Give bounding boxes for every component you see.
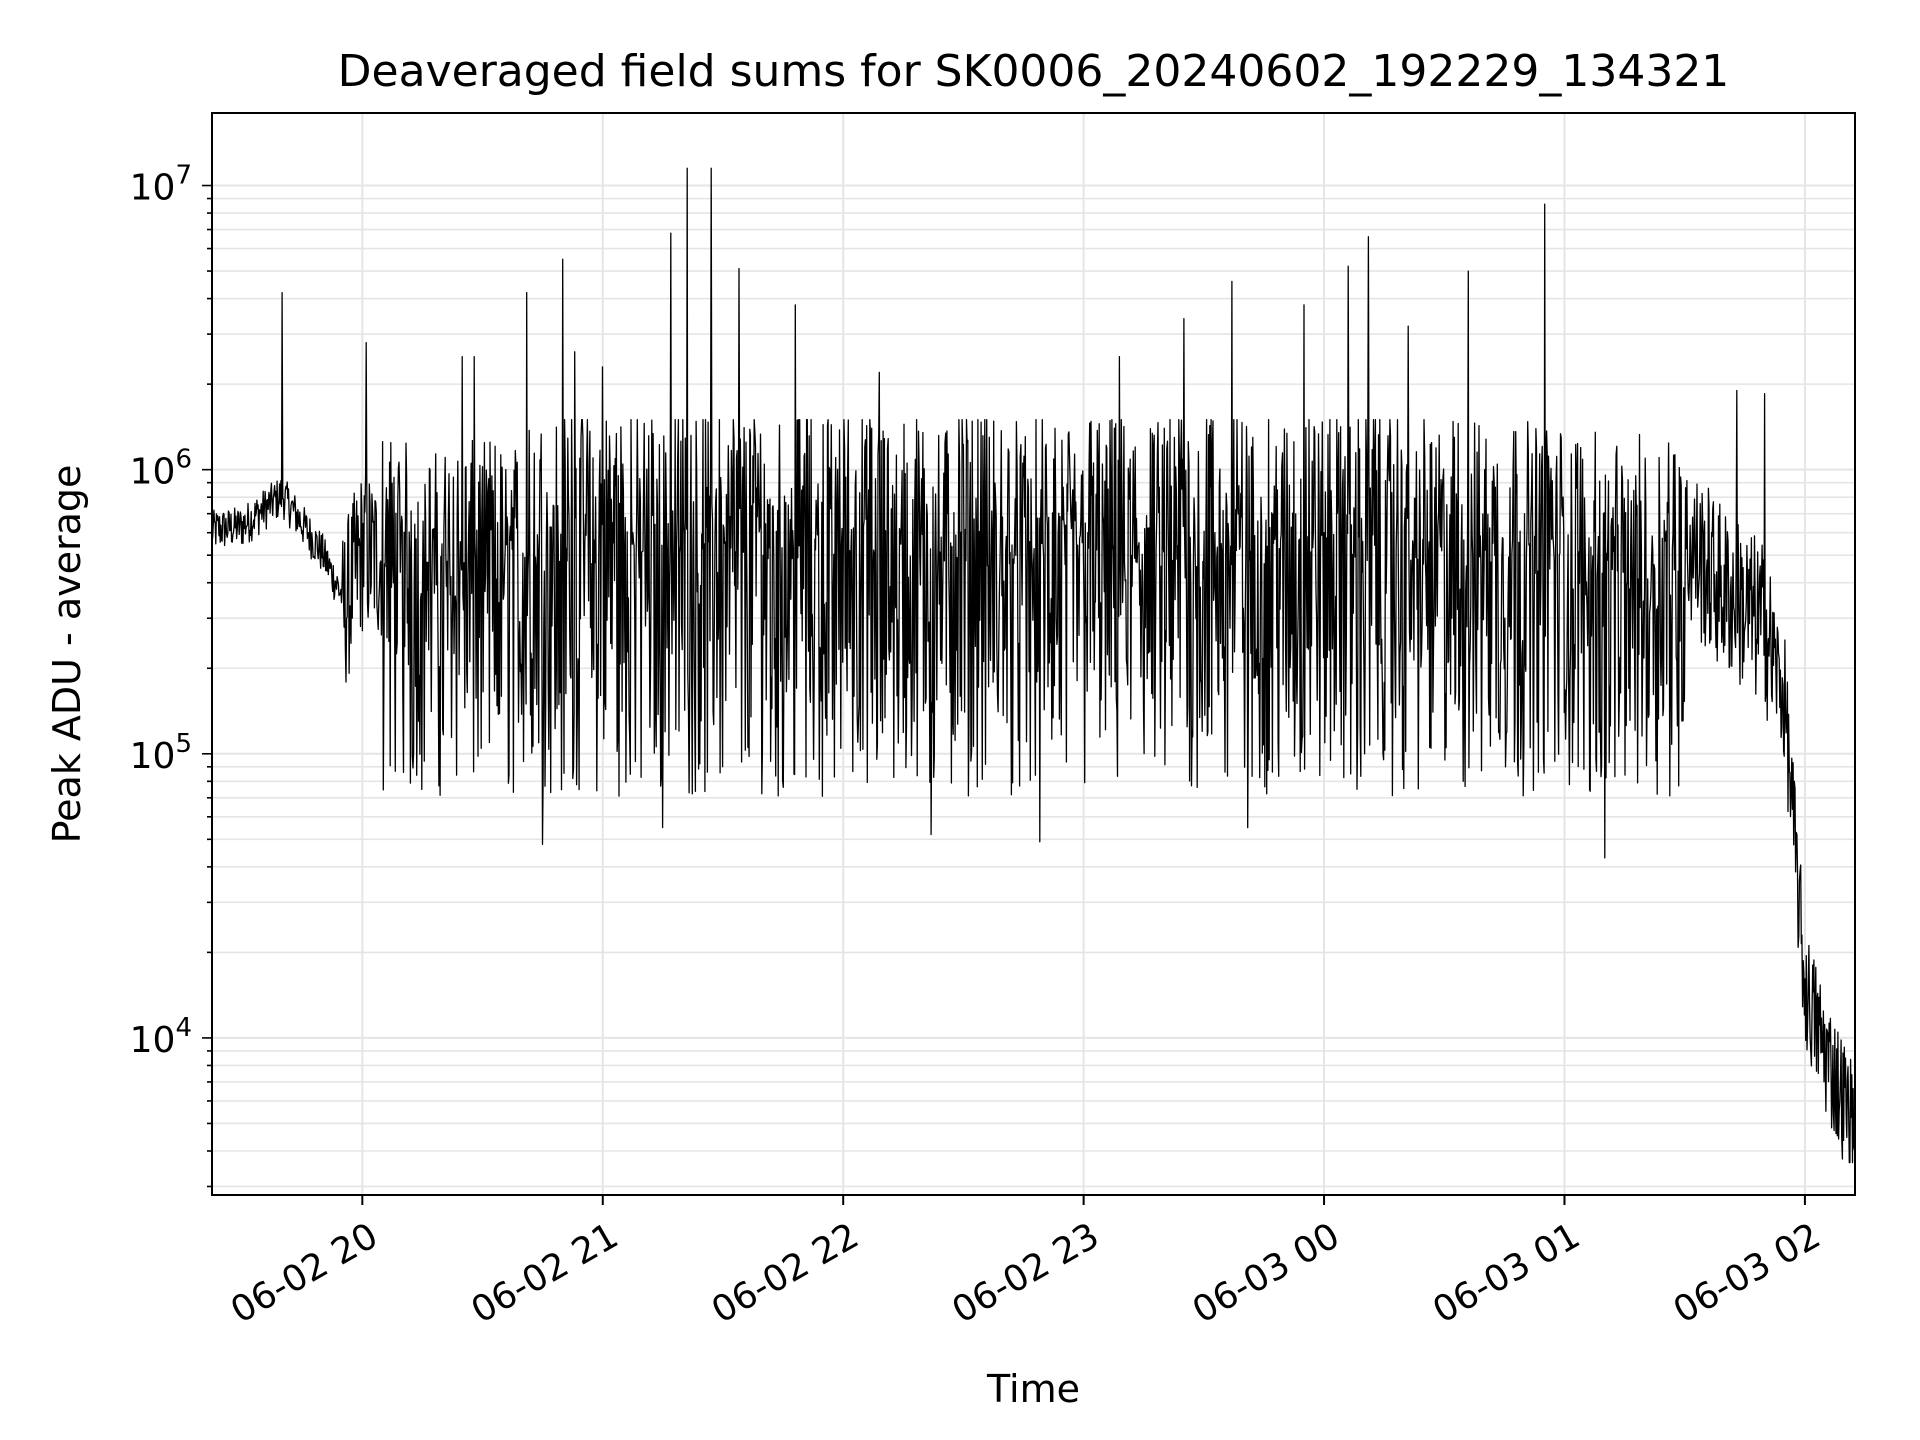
y-tick-label: 107: [130, 161, 192, 209]
x-axis-label: Time: [986, 1367, 1080, 1411]
y-tick-label: 105: [130, 729, 192, 777]
y-axis-ticks: 104 105 106 107: [130, 161, 192, 1061]
y-tick-label: 106: [130, 445, 192, 493]
y-axis-label: Peak ADU - average: [45, 465, 89, 844]
chart-title: Deaveraged field sums for SK0006_2024060…: [338, 46, 1730, 97]
y-tick-label: 104: [130, 1013, 192, 1061]
plot-frame: [211, 112, 1856, 1196]
series-line: [212, 167, 1855, 1164]
data-layer: [212, 167, 1855, 1164]
